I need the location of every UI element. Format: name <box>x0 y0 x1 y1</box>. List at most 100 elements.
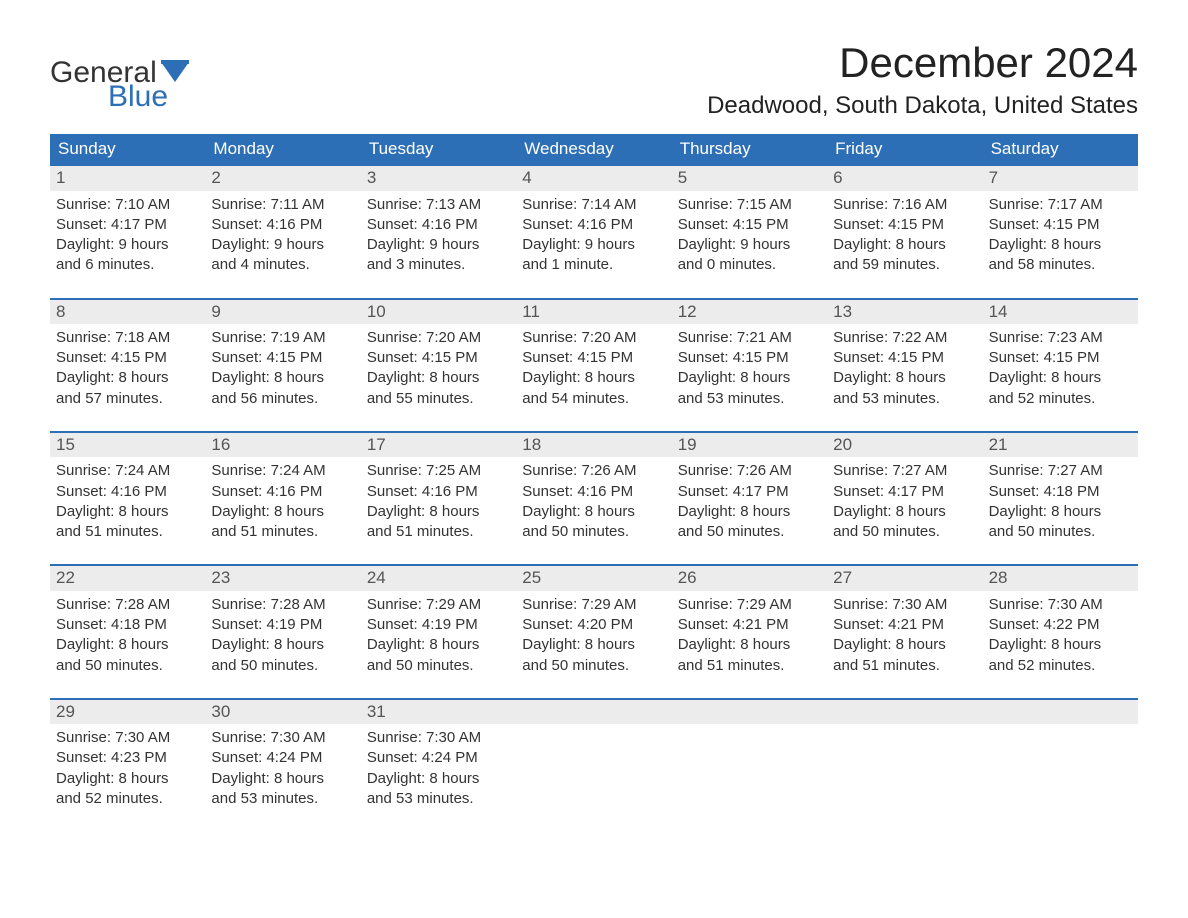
daylight-line2: and 58 minutes. <box>989 255 1132 275</box>
day-number: 20 <box>827 433 982 457</box>
daylight-line2: and 50 minutes. <box>678 522 821 542</box>
day-body: Sunrise: 7:30 AMSunset: 4:23 PMDaylight:… <box>50 724 205 809</box>
sunrise-text: Sunrise: 7:24 AM <box>56 461 199 481</box>
daylight-line2: and 52 minutes. <box>56 789 199 809</box>
sunset-text: Sunset: 4:22 PM <box>989 615 1132 635</box>
day-body: Sunrise: 7:26 AMSunset: 4:17 PMDaylight:… <box>672 457 827 542</box>
week-row: 1Sunrise: 7:10 AMSunset: 4:17 PMDaylight… <box>50 164 1138 275</box>
day-number: 4 <box>516 166 671 190</box>
sunset-text: Sunset: 4:15 PM <box>367 348 510 368</box>
daylight-line2: and 53 minutes. <box>211 789 354 809</box>
daylight-line2: and 51 minutes. <box>211 522 354 542</box>
day-body: Sunrise: 7:28 AMSunset: 4:18 PMDaylight:… <box>50 591 205 676</box>
sunrise-text: Sunrise: 7:22 AM <box>833 328 976 348</box>
day-body: Sunrise: 7:17 AMSunset: 4:15 PMDaylight:… <box>983 191 1138 276</box>
day-cell: 17Sunrise: 7:25 AMSunset: 4:16 PMDayligh… <box>361 433 516 542</box>
weekday-header: Friday <box>827 134 982 164</box>
daylight-line1: Daylight: 8 hours <box>211 769 354 789</box>
daylight-line1: Daylight: 8 hours <box>367 635 510 655</box>
day-number: 14 <box>983 300 1138 324</box>
day-cell: 23Sunrise: 7:28 AMSunset: 4:19 PMDayligh… <box>205 566 360 675</box>
day-body: Sunrise: 7:30 AMSunset: 4:22 PMDaylight:… <box>983 591 1138 676</box>
day-cell: 24Sunrise: 7:29 AMSunset: 4:19 PMDayligh… <box>361 566 516 675</box>
daylight-line1: Daylight: 8 hours <box>367 368 510 388</box>
daylight-line2: and 51 minutes. <box>56 522 199 542</box>
day-cell: 7Sunrise: 7:17 AMSunset: 4:15 PMDaylight… <box>983 166 1138 275</box>
day-cell: 18Sunrise: 7:26 AMSunset: 4:16 PMDayligh… <box>516 433 671 542</box>
day-cell: 11Sunrise: 7:20 AMSunset: 4:15 PMDayligh… <box>516 300 671 409</box>
sunrise-text: Sunrise: 7:14 AM <box>522 195 665 215</box>
day-body: Sunrise: 7:14 AMSunset: 4:16 PMDaylight:… <box>516 191 671 276</box>
day-body: Sunrise: 7:27 AMSunset: 4:17 PMDaylight:… <box>827 457 982 542</box>
sunrise-text: Sunrise: 7:23 AM <box>989 328 1132 348</box>
sunrise-text: Sunrise: 7:25 AM <box>367 461 510 481</box>
sunset-text: Sunset: 4:18 PM <box>989 482 1132 502</box>
sunset-text: Sunset: 4:21 PM <box>678 615 821 635</box>
day-body: Sunrise: 7:24 AMSunset: 4:16 PMDaylight:… <box>50 457 205 542</box>
daylight-line2: and 59 minutes. <box>833 255 976 275</box>
daylight-line2: and 51 minutes. <box>678 656 821 676</box>
day-number <box>827 700 982 724</box>
daylight-line2: and 50 minutes. <box>989 522 1132 542</box>
sunset-text: Sunset: 4:15 PM <box>833 348 976 368</box>
day-number: 18 <box>516 433 671 457</box>
day-cell: 20Sunrise: 7:27 AMSunset: 4:17 PMDayligh… <box>827 433 982 542</box>
daylight-line1: Daylight: 8 hours <box>678 502 821 522</box>
daylight-line2: and 52 minutes. <box>989 389 1132 409</box>
daylight-line1: Daylight: 8 hours <box>989 235 1132 255</box>
sunset-text: Sunset: 4:24 PM <box>367 748 510 768</box>
daylight-line2: and 6 minutes. <box>56 255 199 275</box>
day-body: Sunrise: 7:29 AMSunset: 4:19 PMDaylight:… <box>361 591 516 676</box>
daylight-line2: and 3 minutes. <box>367 255 510 275</box>
day-number: 28 <box>983 566 1138 590</box>
daylight-line1: Daylight: 8 hours <box>522 368 665 388</box>
day-number: 2 <box>205 166 360 190</box>
day-number: 17 <box>361 433 516 457</box>
day-body: Sunrise: 7:16 AMSunset: 4:15 PMDaylight:… <box>827 191 982 276</box>
sunrise-text: Sunrise: 7:30 AM <box>833 595 976 615</box>
week-row: 22Sunrise: 7:28 AMSunset: 4:18 PMDayligh… <box>50 564 1138 675</box>
day-body: Sunrise: 7:28 AMSunset: 4:19 PMDaylight:… <box>205 591 360 676</box>
week-row: 29Sunrise: 7:30 AMSunset: 4:23 PMDayligh… <box>50 698 1138 809</box>
day-number: 10 <box>361 300 516 324</box>
sunset-text: Sunset: 4:16 PM <box>56 482 199 502</box>
sunset-text: Sunset: 4:17 PM <box>678 482 821 502</box>
day-cell: 26Sunrise: 7:29 AMSunset: 4:21 PMDayligh… <box>672 566 827 675</box>
sunset-text: Sunset: 4:15 PM <box>678 348 821 368</box>
daylight-line2: and 4 minutes. <box>211 255 354 275</box>
sunset-text: Sunset: 4:16 PM <box>367 215 510 235</box>
day-number: 25 <box>516 566 671 590</box>
day-body: Sunrise: 7:19 AMSunset: 4:15 PMDaylight:… <box>205 324 360 409</box>
sunrise-text: Sunrise: 7:27 AM <box>833 461 976 481</box>
sunrise-text: Sunrise: 7:29 AM <box>522 595 665 615</box>
day-body: Sunrise: 7:20 AMSunset: 4:15 PMDaylight:… <box>361 324 516 409</box>
header: General Blue December 2024 Deadwood, Sou… <box>50 40 1138 120</box>
day-cell: 14Sunrise: 7:23 AMSunset: 4:15 PMDayligh… <box>983 300 1138 409</box>
day-number: 6 <box>827 166 982 190</box>
day-number: 29 <box>50 700 205 724</box>
day-body: Sunrise: 7:26 AMSunset: 4:16 PMDaylight:… <box>516 457 671 542</box>
daylight-line1: Daylight: 8 hours <box>833 635 976 655</box>
logo-text-blue: Blue <box>108 82 168 112</box>
day-cell: 2Sunrise: 7:11 AMSunset: 4:16 PMDaylight… <box>205 166 360 275</box>
day-number <box>672 700 827 724</box>
day-body: Sunrise: 7:21 AMSunset: 4:15 PMDaylight:… <box>672 324 827 409</box>
sunset-text: Sunset: 4:16 PM <box>522 215 665 235</box>
day-number: 3 <box>361 166 516 190</box>
sunrise-text: Sunrise: 7:26 AM <box>522 461 665 481</box>
day-body: Sunrise: 7:10 AMSunset: 4:17 PMDaylight:… <box>50 191 205 276</box>
sunset-text: Sunset: 4:15 PM <box>56 348 199 368</box>
sunset-text: Sunset: 4:16 PM <box>211 482 354 502</box>
day-cell: 27Sunrise: 7:30 AMSunset: 4:21 PMDayligh… <box>827 566 982 675</box>
sunrise-text: Sunrise: 7:29 AM <box>367 595 510 615</box>
daylight-line2: and 1 minute. <box>522 255 665 275</box>
sunrise-text: Sunrise: 7:11 AM <box>211 195 354 215</box>
day-cell: 19Sunrise: 7:26 AMSunset: 4:17 PMDayligh… <box>672 433 827 542</box>
weekday-header: Thursday <box>672 134 827 164</box>
daylight-line1: Daylight: 8 hours <box>56 635 199 655</box>
day-number: 22 <box>50 566 205 590</box>
daylight-line1: Daylight: 8 hours <box>989 635 1132 655</box>
sunset-text: Sunset: 4:15 PM <box>989 348 1132 368</box>
day-cell: 13Sunrise: 7:22 AMSunset: 4:15 PMDayligh… <box>827 300 982 409</box>
sunrise-text: Sunrise: 7:18 AM <box>56 328 199 348</box>
